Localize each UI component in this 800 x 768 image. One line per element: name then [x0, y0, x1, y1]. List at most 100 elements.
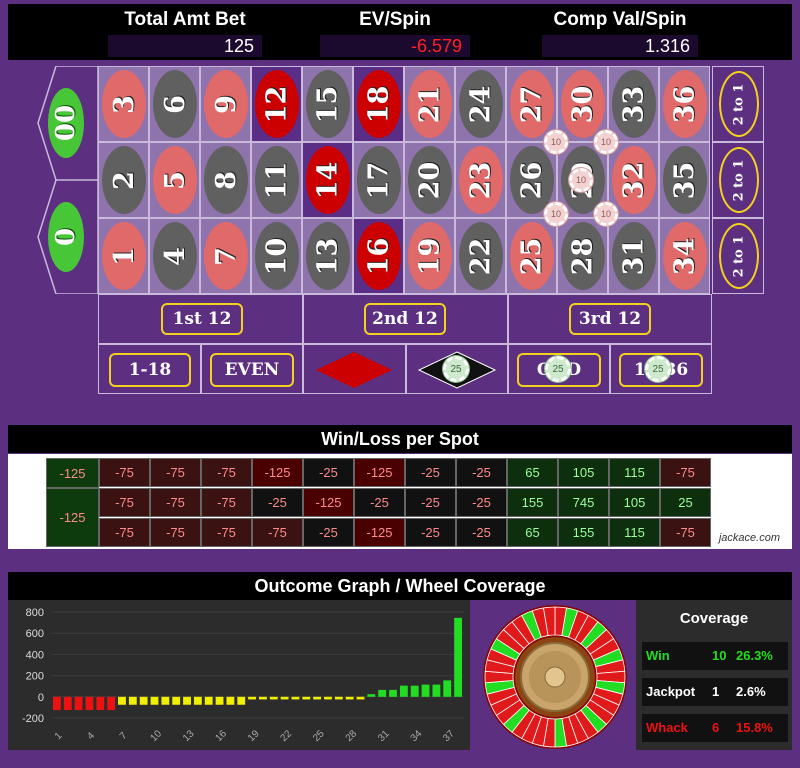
- chip[interactable]: 10: [594, 202, 618, 226]
- number-cell-22[interactable]: 22: [455, 218, 506, 294]
- chart-bar: [237, 696, 246, 705]
- chart-bar: [204, 696, 213, 705]
- number-cell-5[interactable]: 5: [149, 142, 200, 218]
- chart-y-tick: 800: [26, 607, 44, 619]
- number-oval: 33: [612, 70, 656, 138]
- chart-bar: [443, 680, 452, 697]
- number-oval: 20: [408, 146, 452, 214]
- number-cell-36[interactable]: 36: [659, 66, 710, 142]
- coverage-jackpot-count: 1: [712, 684, 720, 699]
- wheel-segments: [484, 606, 626, 748]
- win-loss-zero-cell: -125: [46, 488, 99, 547]
- number-cell-12[interactable]: 12: [251, 66, 302, 142]
- number-oval: 24: [459, 70, 503, 138]
- number-oval: 26: [510, 146, 554, 214]
- number-cell-2[interactable]: 2: [98, 142, 149, 218]
- number-cell-32[interactable]: 32: [608, 142, 659, 218]
- number-cell-7[interactable]: 7: [200, 218, 251, 294]
- odd-bet[interactable]: ODD 25: [508, 344, 610, 394]
- number-label: 3: [108, 94, 140, 114]
- comp-value: 1.316: [542, 35, 698, 57]
- zero-cell[interactable]: 0: [36, 180, 98, 294]
- chip[interactable]: 25: [645, 356, 671, 382]
- chart-y-tick: 600: [26, 628, 44, 640]
- number-cell-14[interactable]: 14: [302, 142, 353, 218]
- number-cell-30[interactable]: 30: [557, 66, 608, 142]
- number-cell-20[interactable]: 20: [404, 142, 455, 218]
- number-cell-11[interactable]: 11: [251, 142, 302, 218]
- number-cell-16[interactable]: 16: [353, 218, 404, 294]
- win-loss-cell: -75: [150, 458, 201, 487]
- number-cell-25[interactable]: 25: [506, 218, 557, 294]
- number-cell-13[interactable]: 13: [302, 218, 353, 294]
- dozen-3rd[interactable]: 3rd 12: [508, 294, 712, 344]
- double-zero-cell[interactable]: 00: [36, 66, 98, 180]
- win-loss-cell: -25: [405, 458, 456, 487]
- red-bet[interactable]: [303, 344, 406, 394]
- number-cell-21[interactable]: 21: [404, 66, 455, 142]
- dozen-1st[interactable]: 1st 12: [98, 294, 303, 344]
- number-cell-8[interactable]: 8: [200, 142, 251, 218]
- coverage-jackpot-pct: 2.6%: [736, 684, 766, 699]
- double-zero-number: 00: [48, 88, 84, 158]
- win-loss-cell: 65: [507, 458, 558, 487]
- total-bet-value: 125: [108, 35, 262, 57]
- number-cell-27[interactable]: 27: [506, 66, 557, 142]
- chip[interactable]: 25: [545, 356, 571, 382]
- number-cell-4[interactable]: 4: [149, 218, 200, 294]
- win-loss-cell: -25: [405, 488, 456, 517]
- number-cell-1[interactable]: 1: [98, 218, 149, 294]
- chip[interactable]: 25: [443, 356, 469, 382]
- chip[interactable]: 10: [594, 130, 618, 154]
- number-cell-18[interactable]: 18: [353, 66, 404, 142]
- number-cell-6[interactable]: 6: [149, 66, 200, 142]
- number-cell-24[interactable]: 24: [455, 66, 506, 142]
- number-cell-31[interactable]: 31: [608, 218, 659, 294]
- number-cell-33[interactable]: 33: [608, 66, 659, 142]
- chart-y-tick: 400: [26, 649, 44, 661]
- win-loss-cell: -25: [456, 488, 507, 517]
- coverage-win-label: Win: [646, 648, 670, 663]
- win-loss-cell: -25: [303, 458, 354, 487]
- number-label: 34: [669, 237, 701, 275]
- win-loss-cell: 105: [558, 458, 609, 487]
- win-loss-cell: -25: [405, 518, 456, 547]
- chart-bar: [128, 696, 137, 705]
- number-label: 7: [210, 246, 242, 266]
- number-cell-10[interactable]: 10: [251, 218, 302, 294]
- number-oval: 7: [204, 222, 248, 290]
- column-bet-bottom[interactable]: 2 to 1: [712, 218, 764, 294]
- number-cell-17[interactable]: 17: [353, 142, 404, 218]
- outcome-title: Outcome Graph / Wheel Coverage: [8, 572, 792, 600]
- chip[interactable]: 10: [544, 130, 568, 154]
- number-cell-19[interactable]: 19: [404, 218, 455, 294]
- column-bet-top[interactable]: 2 to 1: [712, 66, 764, 142]
- number-cell-29[interactable]: 29: [557, 142, 608, 218]
- number-oval: 36: [663, 70, 707, 138]
- number-cell-23[interactable]: 23: [455, 142, 506, 218]
- chart-bar: [161, 696, 170, 705]
- low-bet[interactable]: 1-18: [98, 344, 201, 394]
- chart-bars: [53, 617, 462, 711]
- column-bet-middle[interactable]: 2 to 1: [712, 142, 764, 218]
- dozen-2nd[interactable]: 2nd 12: [303, 294, 508, 344]
- chart-bar: [226, 696, 235, 705]
- number-oval: 16: [357, 222, 401, 290]
- high-bet[interactable]: 19-36 25: [610, 344, 712, 394]
- even-bet[interactable]: EVEN: [201, 344, 303, 394]
- black-bet[interactable]: 25: [406, 344, 508, 394]
- number-label: 8: [210, 170, 242, 190]
- number-oval: 5: [153, 146, 197, 214]
- number-cell-3[interactable]: 3: [98, 66, 149, 142]
- win-loss-cell: 155: [558, 518, 609, 547]
- win-loss-cell: 155: [507, 488, 558, 517]
- number-oval: 22: [459, 222, 503, 290]
- number-cell-15[interactable]: 15: [302, 66, 353, 142]
- number-oval: 13: [306, 222, 350, 290]
- number-cell-9[interactable]: 9: [200, 66, 251, 142]
- number-cell-28[interactable]: 28: [557, 218, 608, 294]
- chip[interactable]: 10: [544, 202, 568, 226]
- number-cell-35[interactable]: 35: [659, 142, 710, 218]
- number-cell-34[interactable]: 34: [659, 218, 710, 294]
- chip[interactable]: 10: [569, 168, 593, 192]
